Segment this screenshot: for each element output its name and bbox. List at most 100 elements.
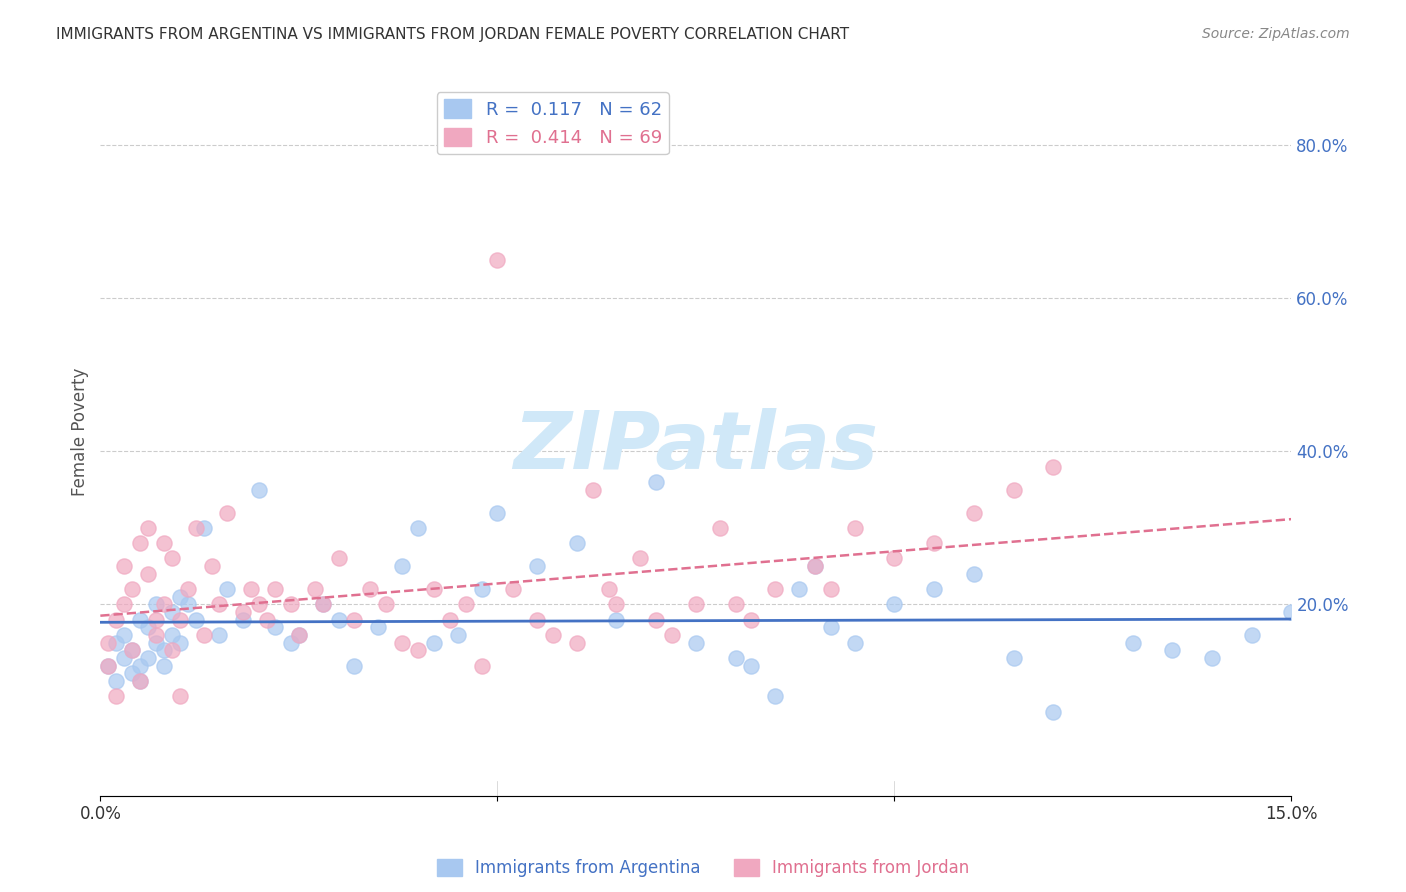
Point <box>963 566 986 581</box>
Point <box>645 613 668 627</box>
Point <box>645 475 668 489</box>
Point <box>145 635 167 649</box>
Point <box>883 598 905 612</box>
Point <box>541 628 564 642</box>
Point <box>112 651 135 665</box>
Text: IMMIGRANTS FROM ARGENTINA VS IMMIGRANTS FROM JORDAN FEMALE POVERTY CORRELATION C: IMMIGRANTS FROM ARGENTINA VS IMMIGRANTS … <box>56 27 849 42</box>
Point <box>145 613 167 627</box>
Point <box>121 643 143 657</box>
Point <box>304 582 326 596</box>
Point <box>598 582 620 596</box>
Point <box>193 521 215 535</box>
Point <box>922 582 945 596</box>
Point <box>486 506 509 520</box>
Point <box>1240 628 1263 642</box>
Point <box>136 651 159 665</box>
Point <box>470 658 492 673</box>
Point <box>247 483 270 497</box>
Point <box>176 598 198 612</box>
Point <box>105 673 128 688</box>
Point <box>169 635 191 649</box>
Point <box>804 559 827 574</box>
Point <box>121 582 143 596</box>
Point <box>343 613 366 627</box>
Point <box>709 521 731 535</box>
Point <box>105 690 128 704</box>
Point <box>217 582 239 596</box>
Point <box>820 582 842 596</box>
Point <box>605 598 627 612</box>
Point <box>343 658 366 673</box>
Point <box>169 590 191 604</box>
Point <box>312 598 335 612</box>
Point <box>200 559 222 574</box>
Point <box>724 651 747 665</box>
Point <box>136 620 159 634</box>
Point <box>1042 705 1064 719</box>
Point <box>112 559 135 574</box>
Point <box>391 559 413 574</box>
Point <box>312 598 335 612</box>
Point <box>169 613 191 627</box>
Point <box>844 635 866 649</box>
Point <box>502 582 524 596</box>
Point <box>740 613 762 627</box>
Point <box>486 252 509 267</box>
Point <box>217 506 239 520</box>
Point <box>763 690 786 704</box>
Point <box>406 521 429 535</box>
Point <box>447 628 470 642</box>
Point <box>112 628 135 642</box>
Point <box>129 658 152 673</box>
Point <box>232 605 254 619</box>
Point <box>121 643 143 657</box>
Point <box>922 536 945 550</box>
Point <box>105 613 128 627</box>
Point <box>359 582 381 596</box>
Point <box>375 598 398 612</box>
Point <box>565 536 588 550</box>
Legend: Immigrants from Argentina, Immigrants from Jordan: Immigrants from Argentina, Immigrants fr… <box>430 852 976 884</box>
Point <box>256 613 278 627</box>
Point <box>288 628 311 642</box>
Point <box>280 598 302 612</box>
Point <box>1281 605 1303 619</box>
Point <box>105 635 128 649</box>
Point <box>145 628 167 642</box>
Point <box>423 635 446 649</box>
Point <box>153 536 176 550</box>
Point <box>160 628 183 642</box>
Y-axis label: Female Poverty: Female Poverty <box>72 368 89 496</box>
Point <box>367 620 389 634</box>
Point <box>184 521 207 535</box>
Point <box>1161 643 1184 657</box>
Point <box>1002 651 1025 665</box>
Point <box>439 613 461 627</box>
Point <box>685 598 707 612</box>
Point <box>193 628 215 642</box>
Point <box>328 613 350 627</box>
Point <box>883 551 905 566</box>
Point <box>1042 459 1064 474</box>
Point <box>526 559 548 574</box>
Text: Source: ZipAtlas.com: Source: ZipAtlas.com <box>1202 27 1350 41</box>
Point <box>787 582 810 596</box>
Point <box>1201 651 1223 665</box>
Point <box>328 551 350 566</box>
Point <box>628 551 651 566</box>
Point <box>97 658 120 673</box>
Point <box>129 673 152 688</box>
Point <box>1002 483 1025 497</box>
Point <box>247 598 270 612</box>
Point <box>661 628 683 642</box>
Point <box>208 598 231 612</box>
Point <box>963 506 986 520</box>
Point <box>844 521 866 535</box>
Point <box>153 598 176 612</box>
Point <box>112 598 135 612</box>
Point <box>97 635 120 649</box>
Point <box>129 673 152 688</box>
Point <box>565 635 588 649</box>
Point <box>169 690 191 704</box>
Point <box>240 582 263 596</box>
